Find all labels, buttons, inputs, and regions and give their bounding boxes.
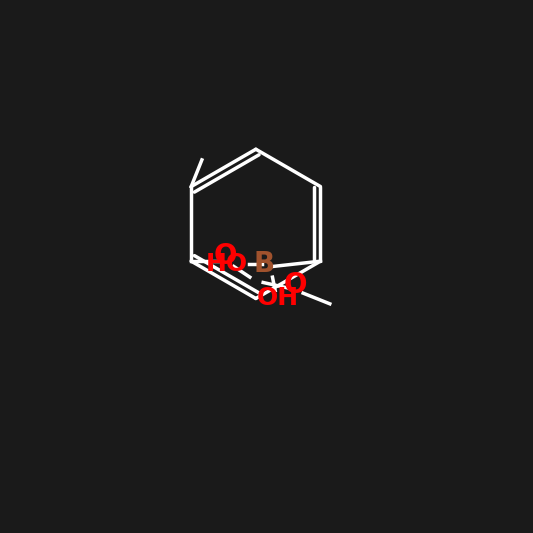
Text: B: B [254,250,275,278]
Text: O: O [284,271,307,299]
Text: OH: OH [257,286,299,311]
Text: HO: HO [206,252,248,276]
Text: O: O [214,242,238,270]
